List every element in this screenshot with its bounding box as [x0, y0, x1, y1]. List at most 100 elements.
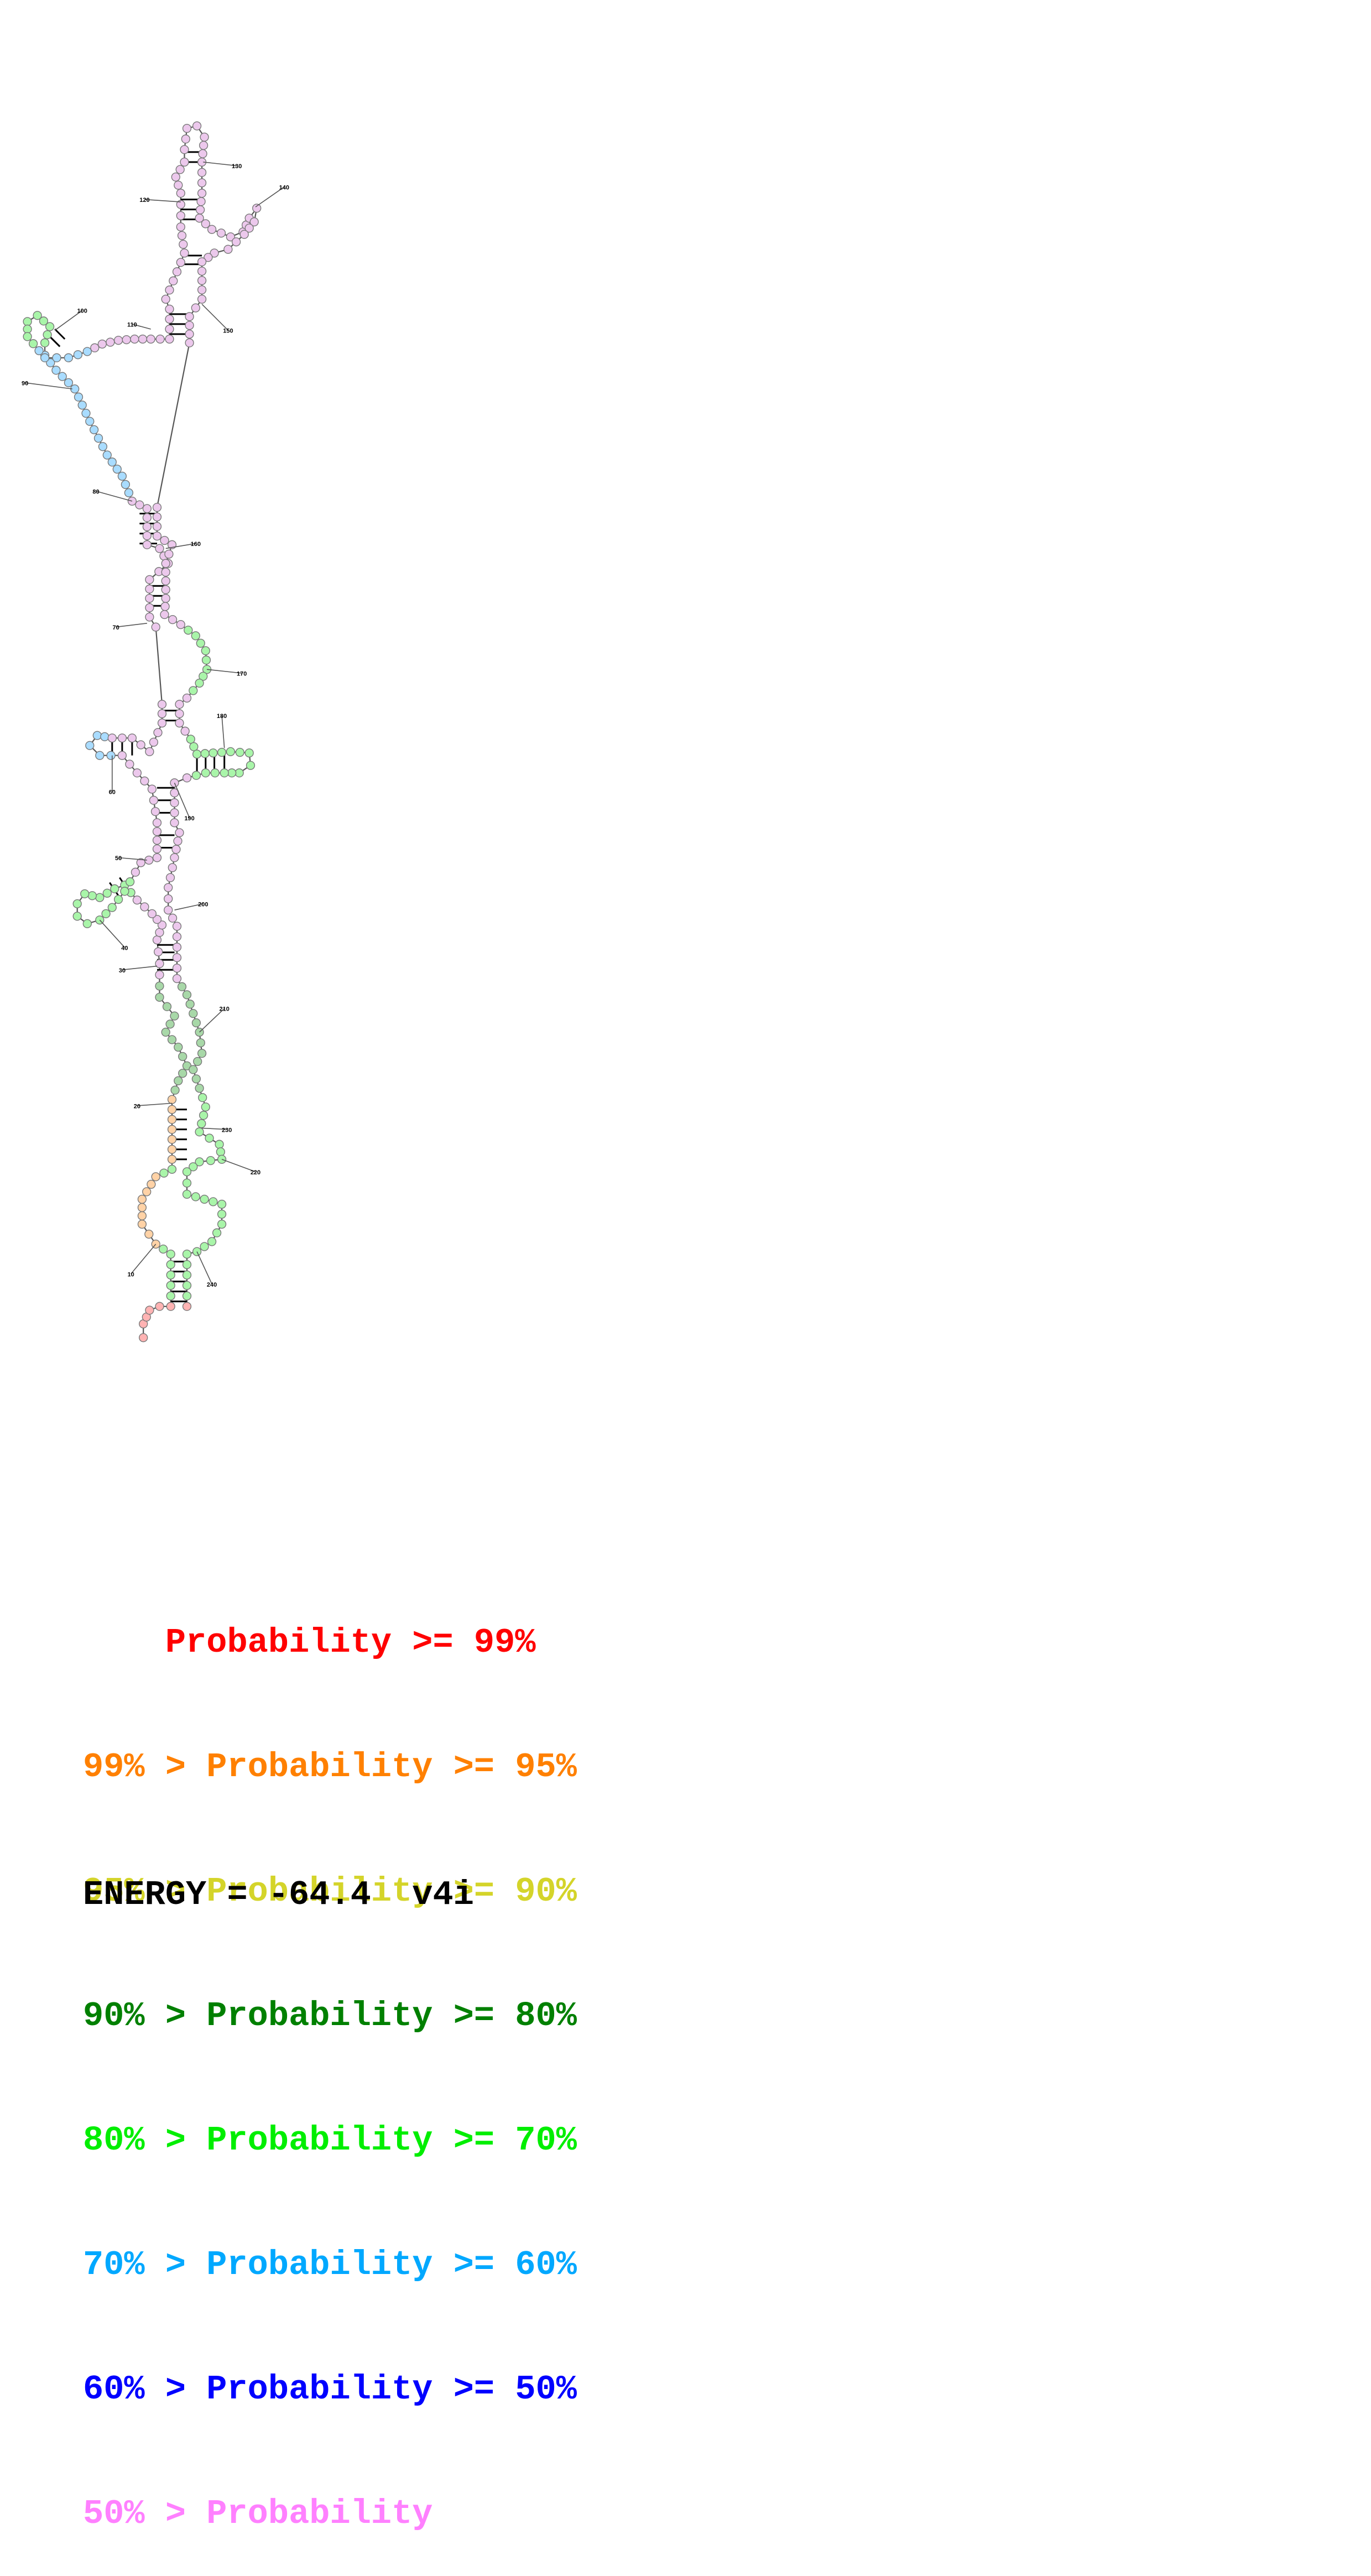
nucleotide: [168, 913, 178, 923]
nucleotide: [165, 304, 174, 314]
nucleotide: [197, 1049, 207, 1058]
nucleotide: [145, 584, 154, 594]
nucleotide: [93, 434, 103, 443]
nucleotide: [161, 585, 170, 595]
nucleotide: [182, 123, 192, 133]
nucleotide: [174, 180, 183, 190]
nucleotide: [167, 1144, 177, 1154]
nucleotide: [117, 733, 127, 743]
nucleotide: [164, 549, 174, 559]
nucleotide: [142, 531, 152, 540]
nucleotide: [180, 726, 190, 736]
nucleotide: [182, 1291, 192, 1301]
index-label: 240: [207, 1282, 217, 1288]
nucleotide: [191, 303, 200, 313]
nucleotide: [168, 863, 177, 872]
nucleotide: [138, 334, 148, 344]
nucleotide: [113, 336, 123, 345]
nucleotide: [110, 884, 119, 893]
nucleotide: [145, 1305, 154, 1315]
nucleotides: [23, 121, 262, 1342]
index-label: 220: [251, 1169, 260, 1176]
nucleotide: [152, 827, 162, 836]
nucleotide: [197, 1119, 206, 1128]
nucleotide: [217, 1154, 227, 1164]
nucleotide: [152, 503, 162, 512]
nucleotide: [172, 267, 182, 277]
nucleotide: [216, 1147, 226, 1157]
nucleotide: [197, 267, 207, 276]
nucleotide: [176, 222, 185, 232]
nucleotide: [28, 339, 38, 348]
index-label: 40: [121, 945, 128, 951]
nucleotide: [176, 189, 185, 198]
legend-text: Probability >= 90%: [206, 1872, 577, 1911]
nucleotide: [249, 217, 259, 227]
nucleotide: [153, 728, 163, 737]
nucleotide: [184, 626, 193, 635]
nucleotide: [217, 1199, 227, 1209]
nucleotide: [165, 1019, 175, 1029]
nucleotide: [195, 1157, 204, 1167]
nucleotide: [172, 964, 182, 973]
nucleotide: [160, 610, 169, 620]
nucleotide: [185, 338, 194, 347]
nucleotide: [191, 771, 201, 780]
nucleotide: [217, 1209, 227, 1219]
nucleotide: [161, 1027, 170, 1037]
nucleotide: [205, 1133, 214, 1143]
nucleotide: [160, 602, 170, 611]
nucleotide: [81, 408, 91, 418]
nucleotide: [177, 982, 187, 991]
legend-prefix: 99% >: [83, 1747, 207, 1787]
nucleotide: [152, 935, 162, 945]
nucleotide: [164, 883, 173, 892]
nucleotide: [170, 853, 179, 862]
nucleotide: [199, 140, 208, 150]
nucleotide: [185, 1000, 195, 1009]
nucleotide: [152, 818, 162, 828]
nucleotide: [185, 329, 194, 339]
nucleotide: [23, 324, 32, 334]
index-label: 160: [191, 541, 201, 548]
index-label: 150: [223, 328, 233, 335]
index-label: 50: [115, 855, 122, 862]
index-label: 230: [222, 1127, 232, 1133]
nucleotide: [155, 1302, 164, 1311]
nucleotide: [39, 316, 49, 326]
legend-text: Probability: [206, 2494, 433, 2533]
nucleotide: [172, 974, 182, 983]
nucleotide: [200, 132, 209, 142]
nucleotide: [161, 576, 170, 586]
nucleotide: [155, 992, 164, 1002]
legend-text: Probability >= 80%: [206, 1996, 577, 2036]
nucleotide: [155, 981, 164, 991]
index-label: 10: [127, 1272, 134, 1278]
nucleotide: [200, 749, 210, 758]
index-label: 140: [279, 185, 289, 191]
nucleotide: [185, 312, 194, 321]
nucleotide: [246, 761, 256, 770]
nucleotide: [180, 248, 189, 258]
index-label: 30: [119, 967, 126, 974]
nucleotide: [34, 346, 44, 356]
nucleotide: [147, 784, 157, 794]
nucleotide: [64, 378, 74, 388]
nucleotide: [191, 631, 200, 641]
nucleotide: [58, 372, 67, 381]
legend-prefix: 70% >: [83, 2245, 207, 2284]
nucleotide: [142, 1187, 152, 1196]
nucleotide: [159, 1244, 168, 1254]
nucleotide: [43, 330, 52, 340]
legend-row: 50% > Probability: [83, 2493, 577, 2535]
nucleotide: [169, 276, 178, 285]
nucleotide: [98, 442, 108, 451]
nucleotide: [170, 798, 179, 808]
nucleotide: [182, 1260, 192, 1269]
nucleotide: [90, 343, 100, 352]
nucleotide: [106, 751, 116, 760]
nucleotide: [152, 512, 162, 522]
legend-row: 90% > Probability >= 80%: [83, 1995, 577, 2037]
nucleotide: [147, 909, 157, 919]
nucleotide: [180, 145, 189, 154]
